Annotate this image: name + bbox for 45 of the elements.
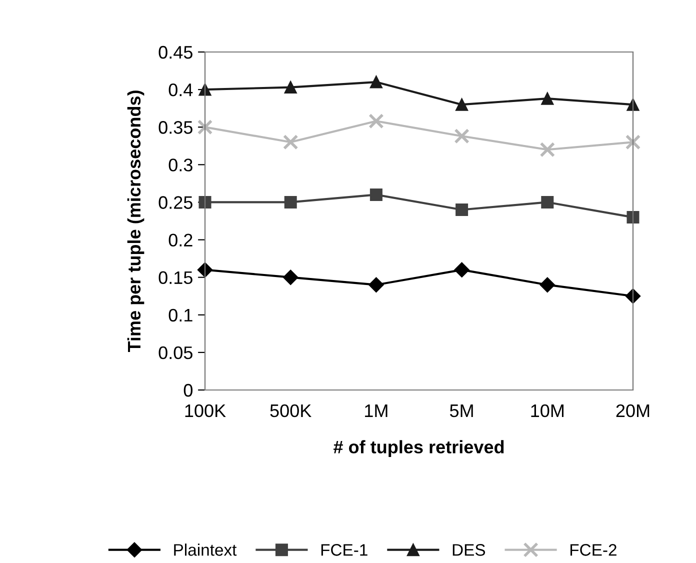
point [370, 188, 382, 201]
point [540, 142, 556, 158]
x-tick-label: 1M [365, 404, 388, 417]
point [625, 134, 641, 150]
point [198, 83, 212, 96]
y-tick-label: 0.25 [158, 196, 192, 209]
y-tick-label: 0.05 [158, 346, 192, 360]
legend-label: Plaintext [174, 544, 237, 556]
point [456, 203, 468, 216]
point [541, 196, 554, 208]
point [198, 196, 212, 208]
point [370, 76, 382, 88]
point [368, 277, 384, 292]
legend-label: FCE-1 [321, 544, 368, 556]
y-tick-label: 0.4 [168, 83, 193, 96]
point [282, 134, 298, 150]
point [456, 98, 468, 111]
y-tick-label: 0 [184, 384, 192, 397]
x-axis-title: # of tuples retrieved [334, 440, 504, 457]
point [197, 262, 213, 278]
point [368, 113, 384, 129]
point [284, 196, 297, 208]
y-tick-label: 0.2 [168, 234, 192, 246]
y-tick-label: 0.15 [158, 271, 192, 284]
legend-label: DES [452, 544, 486, 556]
point [284, 81, 297, 94]
point [283, 270, 298, 285]
point [540, 277, 555, 292]
x-tick-label: 10M [531, 404, 564, 418]
x-tick-label: 500K [270, 404, 312, 418]
y-tick-label: 0.1 [168, 308, 192, 322]
point [626, 210, 640, 224]
point [626, 98, 640, 111]
x-tick-label: 5M [450, 404, 473, 418]
y-axis-title: Time per tuple (microseconds) [127, 90, 144, 352]
legend-label: FCE-2 [570, 544, 616, 556]
x-tick-label: 100K [185, 404, 226, 418]
point [454, 262, 470, 278]
point [197, 119, 213, 135]
point [454, 128, 470, 144]
y-tick-label: 0.3 [168, 158, 192, 172]
point [541, 92, 554, 105]
y-tick-label: 0.35 [158, 121, 192, 134]
x-tick-label: 20M [616, 404, 650, 418]
y-tick-label: 0.45 [158, 46, 192, 59]
